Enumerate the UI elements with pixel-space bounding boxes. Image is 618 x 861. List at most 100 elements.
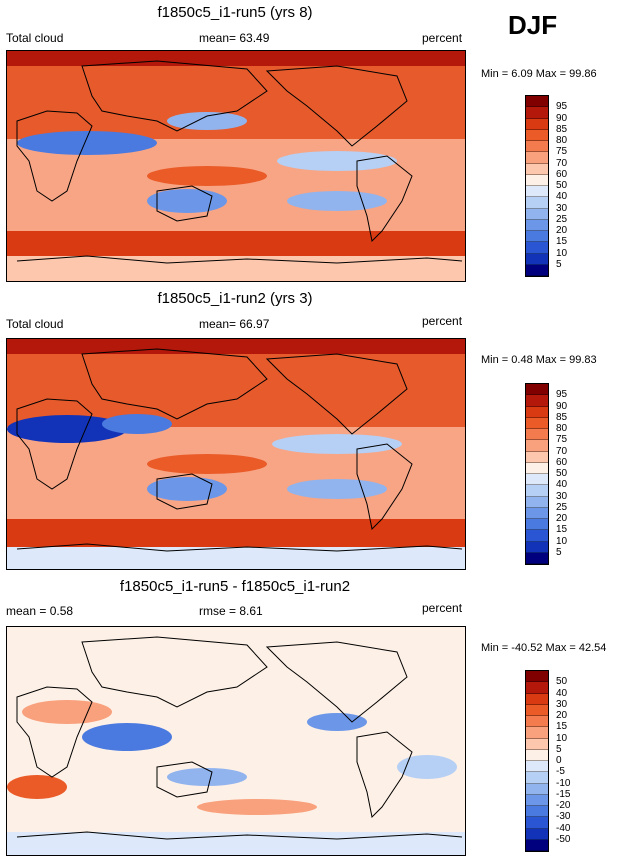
colorbar-label: 10 [556,535,568,547]
panel3-coast-eurasia [81,636,268,708]
colorbar-swatch [526,231,548,243]
panel1-map [6,50,466,282]
panel2-coast-australia [156,473,213,510]
colorbar-label: 80 [556,423,568,434]
colorbar-label: -5 [556,766,565,778]
colorbar-swatch [526,197,548,209]
colorbar-swatch [526,417,548,429]
panel3-coastlines [16,636,463,840]
panel1-coastlines [16,60,463,264]
colorbar-label: 80 [556,135,568,146]
panel1-itcz [147,166,267,186]
panel1-low-cloud-africa [17,131,157,155]
panel1-mean-label: mean= [199,31,237,45]
colorbar-swatch [526,519,548,531]
panel1-coast-antarctica [16,255,463,264]
colorbar-label: 15 [556,721,568,733]
panel3-coast-antarctica [16,831,463,840]
panel2-coast-africa [16,398,93,490]
colorbar-label: 25 [556,501,568,513]
panel2-coast-namerica [265,353,408,435]
colorbar-label: -30 [556,811,571,823]
colorbar-label: 95 [556,101,568,113]
panel3-title: f1850c5_i1-run5 - f1850c5_i1-run2 [119,578,351,595]
colorbar-label: 5 [556,258,562,270]
panel2-low-cloud-pacific [272,434,402,454]
colorbar-swatch [526,429,548,441]
colorbar-label: 75 [556,146,568,158]
colorbar-swatch [526,462,548,474]
colorbar-swatch [526,174,548,186]
panel3-min-label: Min = [481,642,509,654]
colorbar-swatch [526,451,548,463]
colorbar-swatch [526,264,548,276]
colorbar-swatch [526,541,548,553]
colorbar-label: -15 [556,788,571,800]
panel2-map-svg [7,339,465,569]
colorbar-swatch [526,406,548,418]
colorbar-swatch [526,96,548,108]
panel2-map [6,338,466,570]
panel3-mean-value: 0.58 [49,604,74,618]
panel2-variable: Total cloud [6,317,64,331]
colorbar-label: 50 [556,676,568,688]
panel2-coast-samerica [356,443,413,531]
colorbar-swatch [526,118,548,130]
panel1-arctic [7,51,465,66]
colorbar-label: 20 [556,710,568,721]
colorbar-swatch [526,828,548,840]
panel1-coast-namerica [265,65,408,147]
colorbar-label: 75 [556,434,568,446]
panel2-max-value: 99.83 [569,354,597,366]
colorbar-label: 10 [556,247,568,259]
panel2-max-label: Max = [535,354,567,366]
panel3-diff-pacific [307,713,367,731]
colorbar-swatch [526,530,548,542]
colorbar-label: 90 [556,400,568,412]
colorbar-label: 30 [556,490,568,502]
colorbar-swatch [526,806,548,818]
panel3-map [6,626,466,856]
colorbar-swatch [526,496,548,508]
colorbar-swatch [526,242,548,254]
colorbar-label: 60 [556,456,568,468]
colorbar-swatch [526,772,548,784]
panel2-arctic [7,339,465,354]
panel1-mean-value: 63.49 [239,31,270,45]
panel2-units: percent [422,314,463,328]
panel2-low-cloud-africa [7,415,127,443]
panel1-coast-africa [16,110,93,202]
panel2-coast-eurasia [81,348,268,420]
colorbar-label: 15 [556,524,568,536]
panel3-map-svg [7,627,465,855]
colorbar-swatch [526,129,548,141]
panel1-low-cloud-spac [287,191,387,211]
colorbar-swatch [526,716,548,728]
colorbar-label: 70 [556,157,568,169]
panel3-coast-australia [156,761,213,798]
colorbar-label: -20 [556,800,571,811]
colorbar-label: 70 [556,445,568,457]
panel2-min-label: Min = [481,354,509,366]
colorbar-swatch [526,552,548,564]
panel2-low-cloud-spac [287,479,387,499]
colorbar-swatch [526,152,548,164]
panel3-diff-satlantic [7,775,67,799]
panel2-low-cloud-india [102,414,172,434]
panel2-mean-value: 66.97 [239,317,270,331]
panel3-min-value: -40.52 [511,642,543,654]
colorbar-label: -50 [556,833,571,845]
panel2-title: f1850c5_i1-run2 (yrs 3) [157,290,313,307]
colorbar-swatch [526,219,548,231]
colorbar-swatch [526,440,548,452]
panel1-coast-australia [156,185,213,222]
panel3-rmse-label: rmse = [199,604,237,618]
panel2-mean-label: mean= [199,317,237,331]
panel2-coast-antarctica [16,543,463,552]
panel1-max-value: 99.86 [569,68,597,80]
panel1-units: percent [422,31,463,45]
panel3-mean-label: mean = [6,604,47,618]
panel3-diff-brazil [397,755,457,779]
colorbar-swatch [526,693,548,705]
colorbar-swatch [526,208,548,220]
